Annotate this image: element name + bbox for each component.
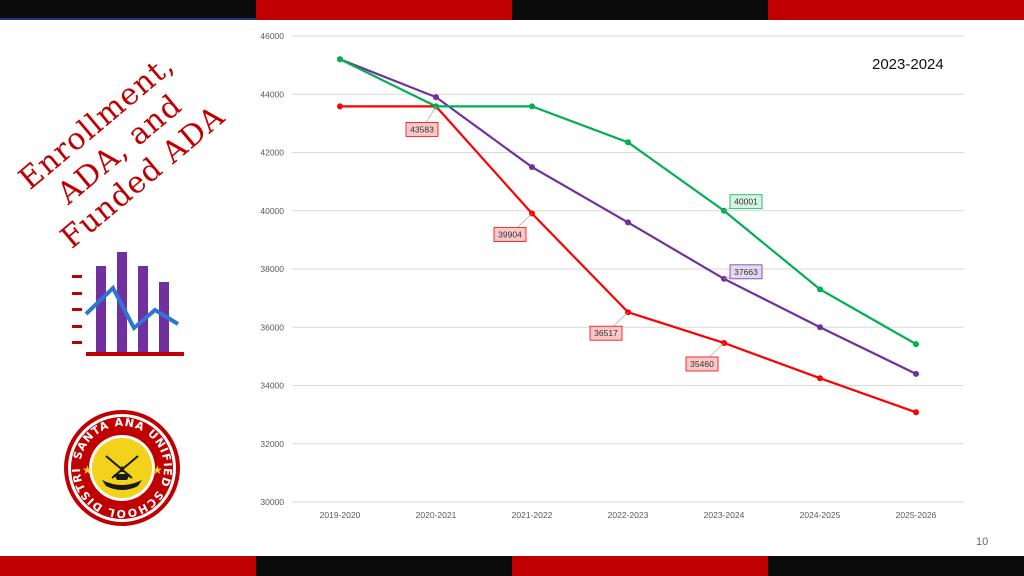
annotation-box [589,325,623,341]
data-point [817,324,823,331]
x-tick-label: 2024-2025 [800,510,841,520]
enrollment-line-chart: 30000 32000 34000 36000 38000 40000 42000 44000… [260,31,964,520]
top-bar-red-segment [256,0,512,20]
data-point [337,103,343,110]
top-decorative-bar [0,0,1024,20]
series-line-funded-ada [339,58,917,346]
data-point [337,56,343,63]
data-label: 35460 [690,359,714,369]
annotation-box [729,194,763,210]
y-tick-label: 40000 [260,206,284,216]
svg-text:★: ★ [152,463,163,477]
data-label: 39904 [498,230,522,240]
district-seal-logo: SANTA ANA UNIFIED SCHOOL DISTRICT ★ ★ [62,408,180,526]
icon-tick-marks [72,275,82,344]
data-label: 36517 [594,328,618,338]
data-point [529,103,535,110]
annotation-box [405,121,439,137]
data-label: 40001 [734,197,758,207]
top-bar-black-segment [512,0,768,20]
y-tick-label: 36000 [260,322,284,332]
svg-text:★: ★ [82,463,93,477]
x-tick-label: 2025-2026 [896,510,937,520]
bottom-bar-red-segment [512,556,768,576]
data-point [529,164,535,171]
data-point [817,286,823,293]
y-tick-label: 30000 [260,497,284,507]
data-point [913,370,919,377]
y-tick-label: 38000 [260,264,284,274]
y-tick-label: 44000 [260,89,284,99]
x-tick-label: 2019-2020 [320,510,361,520]
annotation-box [685,356,719,372]
bottom-decorative-bar [0,556,1024,576]
icon-trend-line [84,284,180,332]
bottom-bar-black-segment [768,556,1024,576]
x-tick-label: 2022-2023 [608,510,649,520]
annotation-box [493,227,527,242]
y-tick-label: 34000 [260,381,284,391]
y-tick-label: 32000 [260,439,284,449]
slide-title-area: Enrollment, ADA, and Funded ADA [10,47,231,255]
data-point [625,219,631,226]
bottom-bar-black-segment [256,556,512,576]
y-tick-label: 42000 [260,148,284,158]
top-bar-red-segment [768,0,1024,20]
year-label: 2023-2024 [872,56,944,73]
annotation-box [729,264,763,280]
slide-title: Enrollment, ADA, and Funded ADA [8,44,233,257]
data-point [913,341,919,348]
data-point [817,375,823,382]
data-point [625,139,631,146]
data-point [913,409,919,416]
x-tick-label: 2023-2024 [704,510,745,520]
data-label: 43583 [410,124,434,134]
y-tick-label: 46000 [260,31,284,41]
bar-line-chart-icon [72,252,184,356]
icon-baseline [86,352,184,356]
data-label: 37663 [734,267,758,277]
x-tick-label: 2020-2021 [416,510,457,520]
data-point [433,94,439,101]
x-tick-label: 2021-2022 [512,510,553,520]
bottom-bar-red-segment [0,556,256,576]
top-bar-black-segment [0,0,256,20]
page-number: 10 [976,536,989,548]
icon-bars [96,252,169,354]
